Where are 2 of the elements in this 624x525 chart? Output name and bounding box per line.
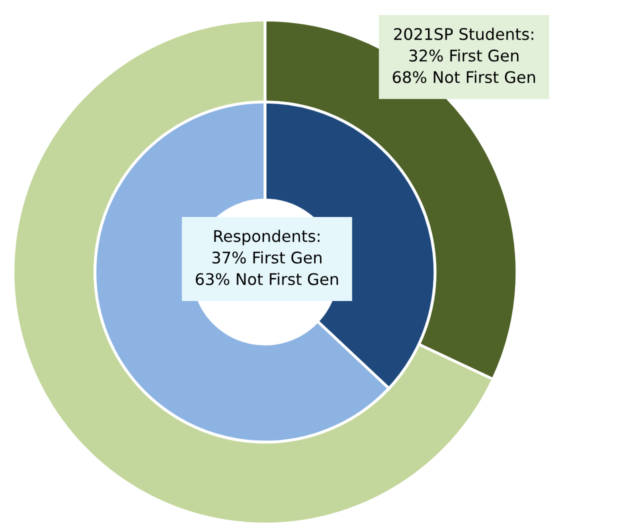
text: 2021SP Students: 32% First Gen 68% Not First Gen	[392, 28, 535, 84]
text: Respondents: 37% First Gen 63% Not First Gen	[196, 230, 338, 286]
